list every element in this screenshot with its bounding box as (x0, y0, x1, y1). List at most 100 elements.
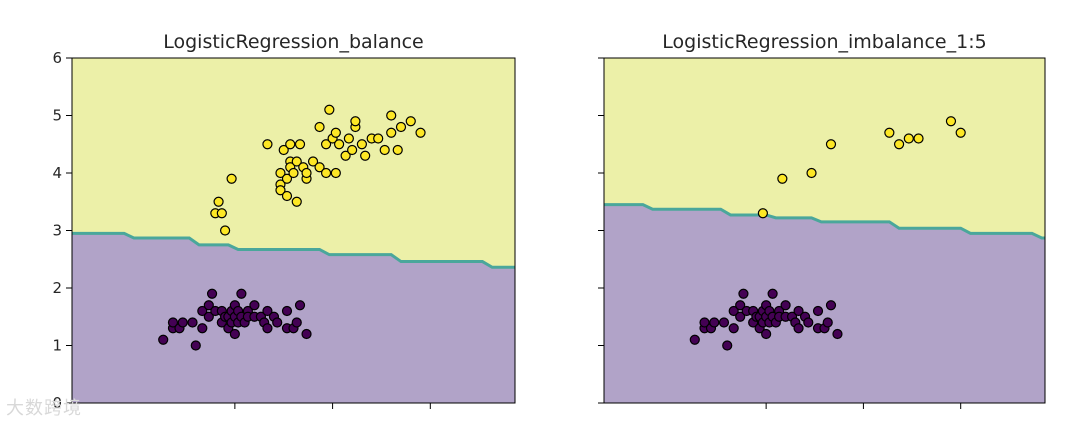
chart-imbalance-panel: LogisticRegression_imbalance_1:5 (540, 0, 1080, 433)
data-point-class-0 (689, 334, 700, 345)
data-point-class-0 (190, 340, 201, 351)
data-point-class-1 (275, 185, 286, 196)
data-point-class-1 (356, 139, 368, 150)
data-point-class-0 (294, 300, 306, 311)
y-tick-label: 6 (52, 49, 62, 67)
data-point-class-0 (236, 288, 247, 299)
data-point-class-0 (158, 334, 169, 345)
data-point-class-1 (777, 173, 788, 184)
data-point-class-1 (340, 150, 351, 161)
data-point-class-0 (728, 305, 739, 317)
y-tick-label: 1 (52, 337, 62, 355)
data-point-class-0 (281, 305, 293, 317)
data-point-class-1 (285, 139, 296, 150)
data-point-class-1 (386, 127, 397, 138)
data-point-class-1 (291, 196, 302, 207)
data-point-class-1 (281, 190, 293, 202)
y-tick-label: 0 (52, 394, 62, 412)
data-point-class-1 (213, 196, 224, 207)
data-point-class-1 (320, 167, 332, 179)
data-point-class-0 (167, 317, 179, 328)
data-point-class-0 (767, 288, 778, 299)
data-point-class-1 (360, 150, 371, 161)
data-point-class-1 (884, 127, 895, 138)
data-point-class-0 (262, 305, 273, 317)
data-point-class-1 (291, 156, 302, 167)
data-point-class-1 (219, 225, 231, 236)
data-point-class-1 (226, 173, 237, 184)
data-point-class-1 (757, 208, 768, 219)
data-point-class-0 (718, 317, 730, 328)
chart-balance: 0 1 2 3 4 5 6 LogisticRegression_balance (52, 31, 516, 412)
data-point-class-0 (203, 311, 214, 322)
data-point-class-1 (294, 139, 306, 150)
data-point-class-1 (825, 139, 837, 150)
data-point-class-0 (291, 317, 302, 328)
data-point-class-0 (262, 323, 273, 334)
data-point-class-0 (825, 300, 837, 311)
data-point-class-1 (324, 104, 335, 115)
region-class-0 (604, 204, 1045, 403)
data-point-class-0 (197, 323, 208, 334)
data-point-class-0 (735, 300, 746, 311)
data-point-class-0 (822, 317, 833, 328)
data-point-class-1 (343, 133, 354, 144)
data-point-class-1 (301, 167, 312, 179)
y-tick-label: 2 (52, 279, 62, 297)
data-point-class-0 (301, 328, 312, 340)
data-point-class-1 (314, 121, 325, 133)
data-point-class-1 (373, 133, 384, 144)
data-point-class-0 (793, 305, 804, 317)
data-point-class-1 (903, 133, 914, 144)
data-point-class-0 (206, 288, 218, 299)
data-point-class-0 (699, 317, 710, 328)
y-tick-label: 5 (52, 107, 62, 125)
data-point-class-1 (955, 127, 966, 138)
data-point-class-1 (945, 116, 957, 127)
data-point-class-1 (350, 116, 361, 127)
data-point-class-1 (288, 167, 299, 179)
y-tick-label: 4 (52, 164, 62, 182)
data-point-class-1 (320, 139, 332, 150)
data-point-class-0 (812, 305, 824, 317)
data-point-class-0 (761, 328, 772, 340)
data-point-class-1 (347, 144, 358, 156)
data-point-class-0 (735, 311, 746, 322)
chart-balance-panel: 0 1 2 3 4 5 6 LogisticRegression_balance (52, 31, 516, 412)
data-point-class-1 (334, 139, 345, 150)
data-point-class-1 (405, 116, 416, 127)
data-point-class-0 (780, 300, 791, 311)
data-point-class-0 (229, 328, 240, 340)
data-point-class-1 (392, 144, 403, 156)
data-point-class-1 (415, 127, 426, 138)
data-point-class-0 (203, 300, 214, 311)
data-point-class-1 (281, 173, 293, 184)
data-point-class-1 (314, 162, 325, 173)
y-tick-label: 3 (52, 222, 62, 240)
data-point-class-0 (832, 328, 843, 340)
data-point-class-0 (793, 323, 804, 334)
data-point-class-1 (262, 139, 273, 150)
decision-boundary (72, 231, 515, 269)
chart-imbalance: LogisticRegression_imbalance_1:5 (598, 31, 1046, 409)
data-point-class-0 (249, 300, 260, 311)
data-point-class-1 (330, 167, 341, 179)
data-point-class-0 (272, 317, 283, 328)
data-point-class-1 (216, 208, 227, 219)
data-point-class-1 (913, 133, 924, 144)
data-point-class-0 (197, 305, 208, 317)
data-point-class-1 (893, 139, 905, 150)
chart-title: LogisticRegression_balance (163, 31, 424, 53)
data-point-class-1 (330, 127, 341, 138)
region-class-0 (72, 233, 515, 403)
decision-boundary (604, 203, 1045, 240)
chart-title: LogisticRegression_imbalance_1:5 (662, 31, 986, 53)
data-point-class-1 (806, 167, 817, 179)
data-point-class-1 (379, 144, 390, 156)
data-point-class-0 (803, 317, 814, 328)
data-point-class-1 (386, 110, 397, 121)
data-point-class-1 (275, 167, 286, 179)
data-point-class-0 (177, 317, 188, 328)
data-point-class-0 (187, 317, 198, 328)
data-point-class-0 (738, 288, 749, 299)
